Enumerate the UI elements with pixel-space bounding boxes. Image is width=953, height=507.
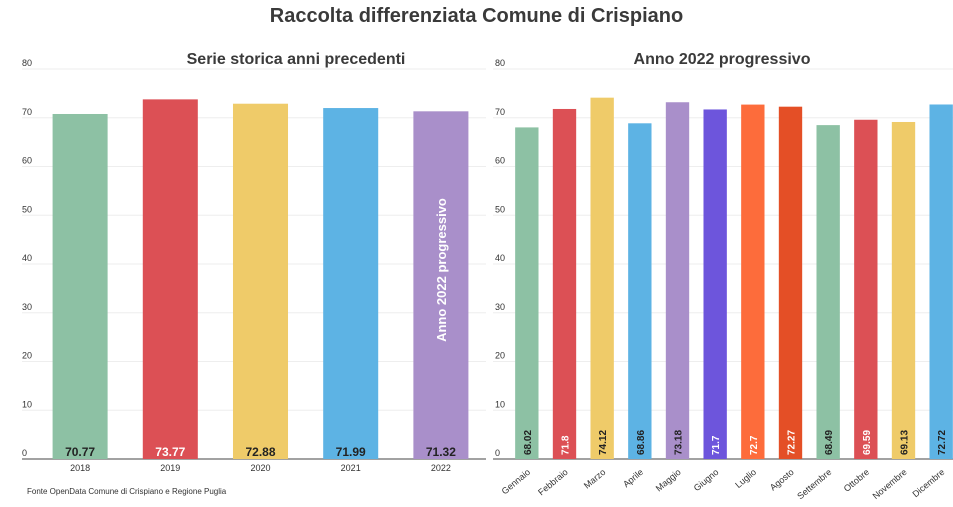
right-y-tick-label: 0 [495, 448, 500, 458]
right-y-tick-label: 40 [495, 253, 505, 263]
left-y-tick-label: 40 [22, 253, 32, 263]
right-bar-Febbraio [552, 108, 577, 459]
right-value-label: 72.72 [937, 430, 948, 455]
left-value-label: 71.32 [426, 445, 456, 459]
right-value-label: 69.59 [862, 430, 873, 455]
right-bar-Aprile [628, 123, 652, 460]
left-y-tick-label: 20 [22, 351, 32, 361]
right-x-tick-label: Giugno [692, 467, 721, 493]
right-value-label: 69.13 [900, 430, 911, 455]
left-y-tick-label: 70 [22, 107, 32, 117]
right-bar-Dicembre [929, 104, 953, 460]
right-bar-Novembre [891, 121, 916, 460]
left-value-label: 73.77 [155, 445, 185, 459]
right-value-label: 74.12 [598, 430, 609, 455]
right-value-label: 68.02 [523, 430, 534, 455]
left-bar-2020 [232, 103, 289, 460]
right-y-tick-label: 60 [495, 156, 505, 166]
left-chart: Serie storica anni precedenti 0 10 20 30 40 5… [22, 51, 486, 473]
right-x-tick-label: Ottobre [842, 467, 871, 494]
right-chart-title: Anno 2022 progressivo [634, 51, 811, 68]
right-y-tick-label: 80 [495, 58, 505, 68]
right-y-tick-label: 30 [495, 302, 505, 312]
right-y-tick-label: 70 [495, 107, 505, 117]
right-x-tick-label: Dicembre [911, 467, 947, 499]
right-bar-Marzo [590, 97, 614, 459]
right-value-label: 72.27 [787, 430, 798, 455]
right-bar-Giugno [703, 109, 727, 460]
right-chart: Anno 2022 progressivo 0 10 20 30 40 50 60 70 80 6… [493, 51, 953, 501]
right-x-tick-label: Novembre [871, 467, 909, 501]
left-bar-2022 [413, 111, 469, 459]
right-x-tick-label: Febbraio [536, 467, 570, 497]
left-y-tick-label: 60 [22, 156, 32, 166]
right-y-tick-label: 50 [495, 204, 505, 214]
source-note: Fonte OpenData Comune di Crispiano e Reg… [27, 487, 227, 496]
left-x-tick-label: 2020 [250, 463, 270, 473]
right-value-label: 73.18 [674, 430, 685, 455]
right-y-tick-label: 10 [495, 399, 505, 409]
right-bar-Maggio [665, 102, 690, 459]
left-y-tick-label: 0 [22, 448, 27, 458]
left-value-label: 72.88 [245, 445, 275, 459]
left-x-tick-label: 2021 [341, 463, 361, 473]
right-value-label: 71.8 [561, 435, 572, 455]
main-title: Raccolta differenziata Comune di Crispia… [269, 5, 684, 27]
right-bar-Settembre [816, 125, 840, 459]
right-bar-Luglio [741, 104, 765, 460]
right-y-tick-label: 20 [495, 351, 505, 361]
right-x-tick-label: Marzo [582, 467, 608, 491]
left-x-tick-label: 2018 [70, 463, 90, 473]
right-x-tick-label: Luglio [733, 467, 758, 490]
right-x-tick-label: Agosto [768, 467, 796, 493]
left-value-label: 71.99 [336, 445, 366, 459]
left-y-tick-label: 80 [22, 58, 32, 68]
right-x-tick-label: Settembre [795, 467, 833, 501]
right-x-tick-label: Maggio [654, 467, 683, 494]
left-chart-title: Serie storica anni precedenti [187, 51, 406, 68]
right-value-label: 72.7 [749, 435, 760, 455]
left-x-tick-label: 2022 [431, 463, 451, 473]
right-bar-Ottobre [854, 119, 878, 459]
right-value-label: 68.86 [636, 430, 647, 455]
right-bar-Agosto [778, 106, 803, 459]
right-x-tick-label: Gennaio [500, 467, 532, 497]
right-value-label: 71.7 [711, 435, 722, 455]
left-bar-2019 [142, 99, 198, 459]
left-y-tick-label: 50 [22, 204, 32, 214]
left-bar-2018 [52, 113, 108, 459]
left-bar-2021 [323, 108, 379, 459]
left-bar-annotation: Anno 2022 progressivo [434, 198, 449, 342]
right-value-label: 68.49 [824, 430, 835, 455]
left-value-label: 70.77 [65, 445, 95, 459]
left-y-tick-label: 10 [22, 399, 32, 409]
left-y-tick-label: 30 [22, 302, 32, 312]
left-x-tick-label: 2019 [160, 463, 180, 473]
right-bar-Gennaio [515, 127, 539, 459]
right-x-tick-label: Aprile [621, 467, 645, 489]
